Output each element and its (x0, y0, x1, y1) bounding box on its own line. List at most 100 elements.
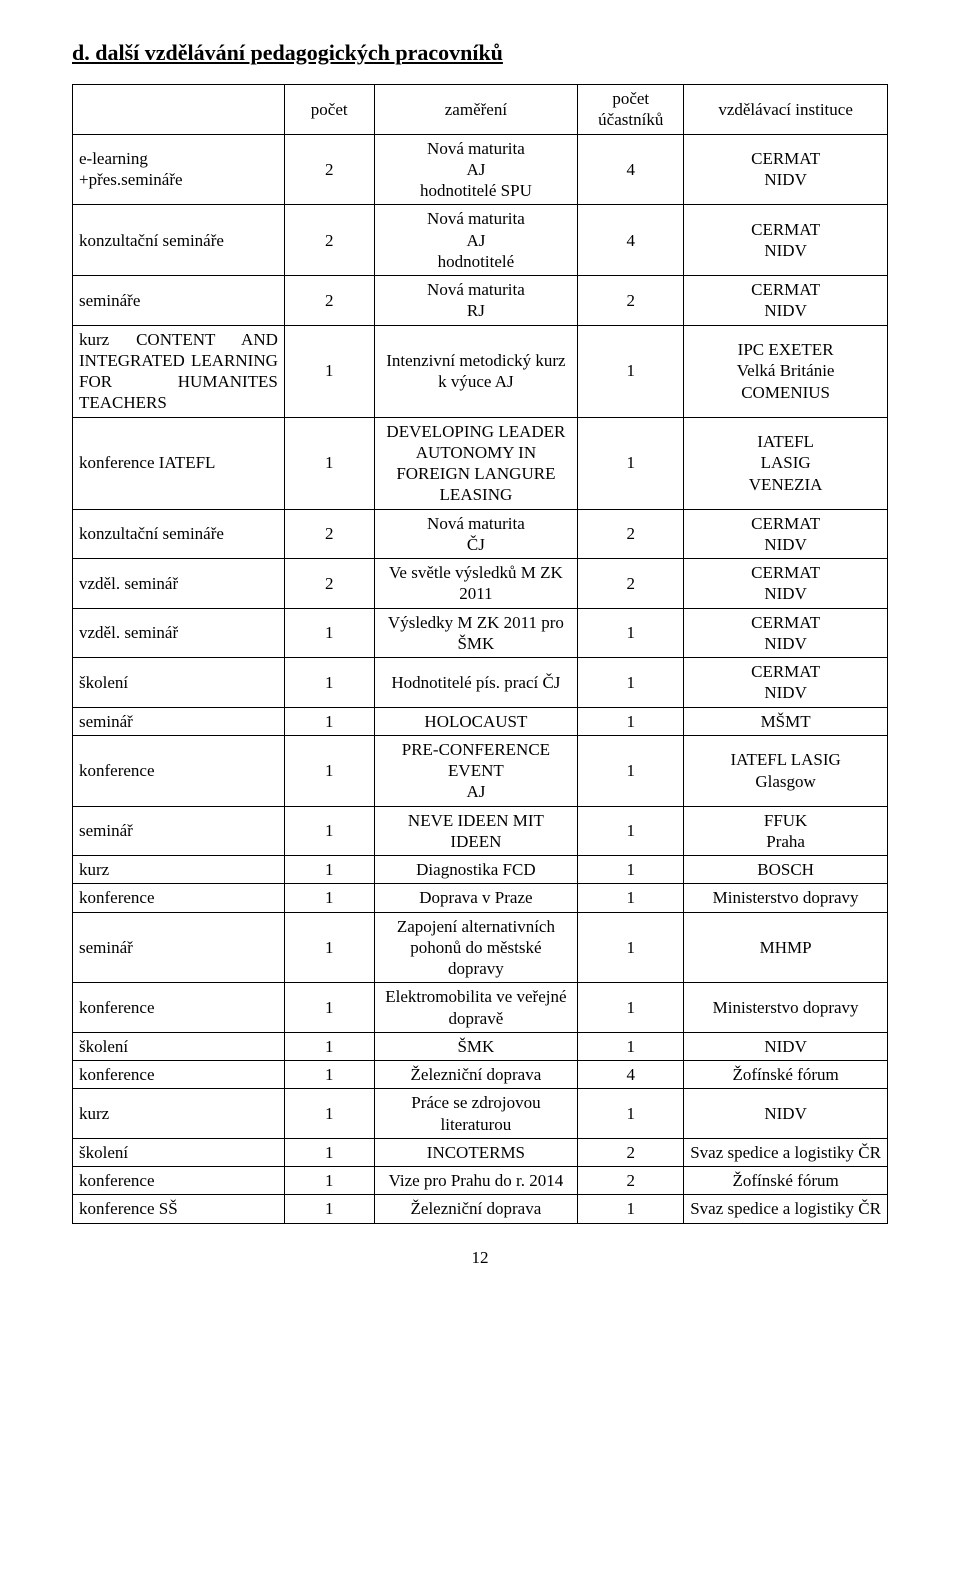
header-ucastniku: počet účastníků (578, 85, 684, 135)
table-cell: NIDV (684, 1032, 888, 1060)
table-cell: 2 (578, 559, 684, 609)
table-row: vzděl. seminář 1Výsledky M ZK 2011 pro ŠM… (73, 608, 888, 658)
table-cell: Elektromobilita ve veřejné dopravě (374, 983, 578, 1033)
table-cell: 1 (578, 983, 684, 1033)
table-cell: Ministerstvo dopravy (684, 884, 888, 912)
table-cell: IATEFLLASIGVENEZIA (684, 417, 888, 509)
table-cell: 1 (284, 1032, 374, 1060)
table-row: kurz1Diagnostika FCD1BOSCH (73, 856, 888, 884)
table-cell: 1 (578, 856, 684, 884)
table-row: semináře2Nová maturitaRJ2CERMATNIDV (73, 276, 888, 326)
table-cell: Ve světle výsledků M ZK 2011 (374, 559, 578, 609)
table-cell: DEVELOPING LEADER AUTONOMY IN FOREIGN LA… (374, 417, 578, 509)
table-cell: kurz (73, 856, 285, 884)
table-cell: 1 (578, 707, 684, 735)
table-cell: NIDV (684, 1089, 888, 1139)
table-row: seminář1HOLOCAUST1MŠMT (73, 707, 888, 735)
table-header: počet zaměření počet účastníků vzdělávac… (73, 85, 888, 135)
table-cell: Žofínské fórum (684, 1167, 888, 1195)
table-cell: 1 (284, 325, 374, 417)
table-cell: 1 (578, 417, 684, 509)
table-cell: 2 (578, 1138, 684, 1166)
table-cell: Svaz spedice a logistiky ČR (684, 1138, 888, 1166)
table-cell: e-learning+přes.semináře (73, 134, 285, 205)
table-cell: seminář (73, 806, 285, 856)
table-cell: CERMATNIDV (684, 276, 888, 326)
table-cell: Práce se zdrojovou literaturou (374, 1089, 578, 1139)
table-cell: konference IATEFL (73, 417, 285, 509)
table-cell: vzděl. seminář (73, 559, 285, 609)
table-row: školení1INCOTERMS2Svaz spedice a logisti… (73, 1138, 888, 1166)
table-cell: 2 (578, 1167, 684, 1195)
table-cell: semináře (73, 276, 285, 326)
table-cell: 1 (578, 608, 684, 658)
table-cell: 4 (578, 205, 684, 276)
table-cell: konzultační semináře (73, 509, 285, 559)
table-cell: konference (73, 1167, 285, 1195)
table-cell: kurz CONTENT AND INTEGRATED LEARNING FOR… (73, 325, 285, 417)
table-cell: seminář (73, 707, 285, 735)
table-row: školení1Hodnotitelé pís. prací ČJ1CERMAT… (73, 658, 888, 708)
table-cell: 1 (578, 806, 684, 856)
table-cell: vzděl. seminář (73, 608, 285, 658)
table-row: konference1Vize pro Prahu do r. 20142Žof… (73, 1167, 888, 1195)
table-cell: 4 (578, 1061, 684, 1089)
table-cell: CERMATNIDV (684, 134, 888, 205)
table-row: seminář1Zapojení alternativních pohonů d… (73, 912, 888, 983)
table-cell: Železniční doprava (374, 1195, 578, 1223)
table-cell: 2 (284, 276, 374, 326)
table-cell: školení (73, 658, 285, 708)
table-cell: IATEFL LASIGGlasgow (684, 735, 888, 806)
table-cell: konference (73, 735, 285, 806)
table-cell: 1 (284, 735, 374, 806)
table-cell: Nová maturitaČJ (374, 509, 578, 559)
table-cell: INCOTERMS (374, 1138, 578, 1166)
table-cell: FFUKPraha (684, 806, 888, 856)
table-cell: MHMP (684, 912, 888, 983)
table-cell: 2 (284, 205, 374, 276)
table-row: konference1PRE-CONFERENCE EVENTAJ1IATEFL… (73, 735, 888, 806)
table-cell: 1 (284, 658, 374, 708)
table-cell: 1 (284, 1195, 374, 1223)
table-row: konference1Železniční doprava4Žofínské f… (73, 1061, 888, 1089)
table-cell: CERMATNIDV (684, 509, 888, 559)
table-row: kurz1Práce se zdrojovou literaturou1NIDV (73, 1089, 888, 1139)
table-cell: 1 (578, 884, 684, 912)
table-cell: 1 (284, 856, 374, 884)
table-row: konference IATEFL1DEVELOPING LEADER AUTO… (73, 417, 888, 509)
table-cell: Zapojení alternativních pohonů do městsk… (374, 912, 578, 983)
table-cell: Intenzivní metodický kurz k výuce AJ (374, 325, 578, 417)
table-cell: konference (73, 884, 285, 912)
header-instituce: vzdělávací instituce (684, 85, 888, 135)
table-cell: 1 (284, 1089, 374, 1139)
page-number: 12 (72, 1248, 888, 1268)
table-cell: 1 (284, 417, 374, 509)
table-cell: 1 (284, 1138, 374, 1166)
table-cell: Nová maturitaAJhodnotitelé (374, 205, 578, 276)
table-cell: CERMATNIDV (684, 559, 888, 609)
table-cell: CERMATNIDV (684, 608, 888, 658)
table-cell: Železniční doprava (374, 1061, 578, 1089)
table-cell: 2 (284, 509, 374, 559)
training-table: počet zaměření počet účastníků vzdělávac… (72, 84, 888, 1224)
table-cell: 1 (284, 1167, 374, 1195)
table-cell: Výsledky M ZK 2011 pro ŠMK (374, 608, 578, 658)
table-cell: 1 (284, 884, 374, 912)
table-cell: 1 (578, 1089, 684, 1139)
table-cell: Ministerstvo dopravy (684, 983, 888, 1033)
table-cell: 2 (578, 509, 684, 559)
table-cell: 2 (578, 276, 684, 326)
header-pocet: počet (284, 85, 374, 135)
table-cell: školení (73, 1032, 285, 1060)
table-cell: konference (73, 983, 285, 1033)
document-page: d. další vzdělávání pedagogických pracov… (0, 0, 960, 1298)
table-cell: školení (73, 1138, 285, 1166)
table-cell: Svaz spedice a logistiky ČR (684, 1195, 888, 1223)
table-cell: 1 (578, 1032, 684, 1060)
header-zamereni: zaměření (374, 85, 578, 135)
table-cell: CERMATNIDV (684, 205, 888, 276)
section-heading: d. další vzdělávání pedagogických pracov… (72, 40, 888, 66)
table-cell: 1 (284, 912, 374, 983)
table-cell: 1 (578, 658, 684, 708)
table-cell: BOSCH (684, 856, 888, 884)
